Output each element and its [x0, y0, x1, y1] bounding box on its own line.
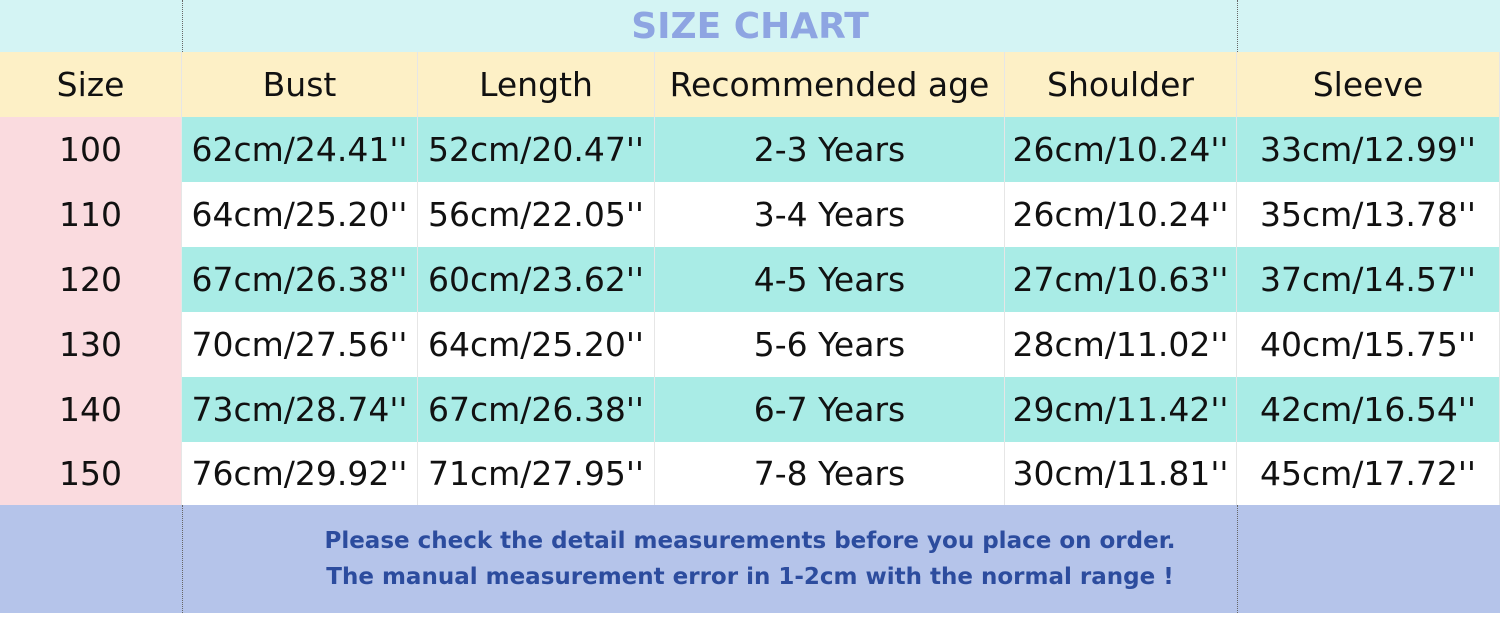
cell: 67cm/26.38'': [182, 247, 418, 312]
cell: 3-4 Years: [655, 182, 1005, 247]
cell: 45cm/17.72'': [1237, 442, 1500, 505]
cell: 4-5 Years: [655, 247, 1005, 312]
header-cell: Size: [0, 52, 182, 117]
size-cell: 100: [0, 117, 182, 182]
header-cell: Length: [418, 52, 655, 117]
cell: 29cm/11.42'': [1005, 377, 1237, 442]
divider: [182, 505, 183, 613]
cell: 64cm/25.20'': [418, 312, 655, 377]
header-cell: Shoulder: [1005, 52, 1237, 117]
note: The manual measurement error in 1-2cm wi…: [326, 564, 1174, 590]
cell: 26cm/10.24'': [1005, 182, 1237, 247]
cell: 6-7 Years: [655, 377, 1005, 442]
cell: 28cm/11.02'': [1005, 312, 1237, 377]
size-cell: 120: [0, 247, 182, 312]
header-cell: Bust: [182, 52, 418, 117]
cell: 2-3 Years: [655, 117, 1005, 182]
title: SIZE CHART: [0, 0, 1500, 52]
divider: [1237, 0, 1238, 52]
divider: [1237, 505, 1238, 613]
notes: Please check the detail measurements bef…: [0, 505, 1500, 613]
cell: 7-8 Years: [655, 442, 1005, 505]
divider: [182, 0, 183, 52]
cell: 70cm/27.56'': [182, 312, 418, 377]
cell: 37cm/14.57'': [1237, 247, 1500, 312]
cell: 40cm/15.75'': [1237, 312, 1500, 377]
cell: 33cm/12.99'': [1237, 117, 1500, 182]
header-cell: Sleeve: [1237, 52, 1500, 117]
cell: 52cm/20.47'': [418, 117, 655, 182]
cell: 67cm/26.38'': [418, 377, 655, 442]
size-cell: 150: [0, 442, 182, 505]
cell: 56cm/22.05'': [418, 182, 655, 247]
cell: 35cm/13.78'': [1237, 182, 1500, 247]
size-cell: 140: [0, 377, 182, 442]
size-cell: 130: [0, 312, 182, 377]
cell: 30cm/11.81'': [1005, 442, 1237, 505]
note: Please check the detail measurements bef…: [324, 528, 1176, 554]
cell: 60cm/23.62'': [418, 247, 655, 312]
cell: 42cm/16.54'': [1237, 377, 1500, 442]
header-cell: Recommended age: [655, 52, 1005, 117]
cell: 62cm/24.41'': [182, 117, 418, 182]
cell: 76cm/29.92'': [182, 442, 418, 505]
cell: 27cm/10.63'': [1005, 247, 1237, 312]
cell: 71cm/27.95'': [418, 442, 655, 505]
cell: 26cm/10.24'': [1005, 117, 1237, 182]
size-cell: 110: [0, 182, 182, 247]
cell: 64cm/25.20'': [182, 182, 418, 247]
cell: 73cm/28.74'': [182, 377, 418, 442]
cell: 5-6 Years: [655, 312, 1005, 377]
